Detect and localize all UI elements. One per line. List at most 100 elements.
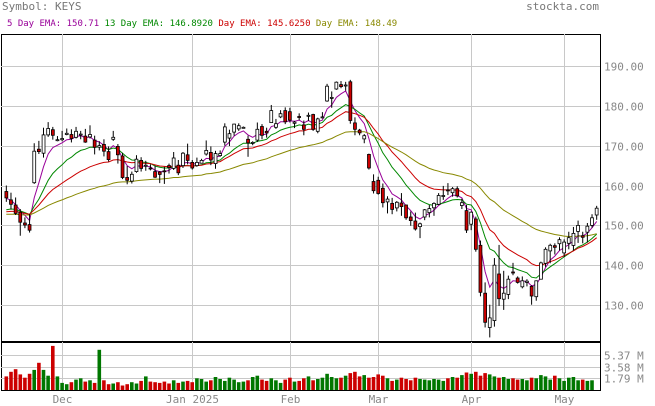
candle-body <box>311 114 316 130</box>
candle-body <box>250 141 255 144</box>
volume-bar <box>185 380 190 390</box>
candle-body <box>264 130 269 134</box>
candle-body <box>334 81 339 90</box>
candle-body <box>459 202 464 206</box>
volume-bar <box>130 382 134 390</box>
volume-bar <box>506 379 511 390</box>
volume-bar <box>325 373 329 390</box>
volume-bar <box>422 379 427 390</box>
candle-body <box>97 145 102 148</box>
candle-body <box>64 132 69 135</box>
candle-body <box>241 126 246 129</box>
price-tick-label: 140.00 <box>604 260 644 273</box>
candle-body <box>515 277 520 283</box>
candle-body <box>139 159 143 169</box>
candle-body <box>422 209 427 218</box>
volume-bar <box>367 377 371 390</box>
candle-body <box>148 167 153 170</box>
candle-body <box>576 224 580 232</box>
volume-bar <box>408 380 413 390</box>
candle-body <box>306 114 311 117</box>
legend-ema5-value: 150.71 <box>66 19 100 29</box>
volume-bar <box>283 379 287 390</box>
candle-body <box>111 136 116 140</box>
volume-bar <box>460 375 464 390</box>
candle-body <box>297 116 302 118</box>
volume-bar <box>167 383 171 390</box>
candle-body <box>394 201 399 209</box>
candle-body <box>418 223 422 228</box>
volume-bar <box>557 378 562 390</box>
volume-bar <box>316 379 320 390</box>
volume-bar <box>171 380 176 390</box>
volume-bar <box>436 379 441 390</box>
volume-bar <box>362 375 366 390</box>
volume-bar <box>116 382 120 390</box>
candle-body <box>357 129 362 134</box>
date-tick-label: Dec <box>53 393 73 406</box>
volume-bar <box>195 378 199 390</box>
candle-body <box>408 216 413 221</box>
volume-bar <box>580 379 585 390</box>
candle-body <box>278 113 283 118</box>
volume-bar <box>548 379 552 390</box>
volume-bar <box>339 377 343 390</box>
candle-body <box>218 153 222 157</box>
candle-body <box>102 143 106 152</box>
date-tick-label: Feb <box>281 393 301 406</box>
candle-body <box>301 124 306 130</box>
volume-bar <box>497 377 501 390</box>
volume-bar <box>515 379 520 390</box>
volume-bar <box>148 381 153 390</box>
volume-bar <box>246 380 250 390</box>
volume-bar <box>404 379 408 390</box>
volume-bar <box>501 377 506 390</box>
candle-body <box>269 110 274 123</box>
candle-body <box>171 157 176 169</box>
volume-bar <box>297 380 301 390</box>
candle-body <box>483 292 488 323</box>
volume-bar <box>543 376 548 390</box>
volume-bar <box>23 377 27 390</box>
volume-bar <box>102 380 106 390</box>
volume-bar <box>4 376 9 390</box>
candle-body <box>441 195 446 197</box>
volume-bar <box>474 371 478 390</box>
volume-bar <box>51 345 55 390</box>
candle-body <box>181 152 185 166</box>
volume-bar <box>418 379 422 390</box>
volume-bar <box>83 381 88 390</box>
volume-bar <box>92 382 97 390</box>
candle-body <box>562 241 567 254</box>
volume-bar <box>413 377 418 390</box>
volume-bar <box>264 380 269 390</box>
volume-bar <box>18 374 23 390</box>
candle-body <box>325 85 329 102</box>
volume-bar <box>139 380 143 390</box>
legend-ema-olive-label: Day EMA: <box>315 19 360 29</box>
volume-bar <box>427 380 432 390</box>
candle-body <box>511 271 515 274</box>
candle-body <box>287 111 292 121</box>
volume-bar <box>120 385 125 390</box>
candle-body <box>92 139 97 148</box>
candle-body <box>594 207 599 216</box>
ema-line-3 <box>6 131 597 237</box>
candle-body <box>27 224 32 231</box>
candle-body <box>46 128 51 136</box>
volume-tick-label: 5.37 M <box>604 350 644 363</box>
candle-body <box>199 159 204 164</box>
candle-body <box>492 264 497 322</box>
candle-body <box>74 130 78 138</box>
candle-body <box>487 317 492 328</box>
candle-body <box>176 164 181 174</box>
candle-body <box>162 170 167 173</box>
candle-body <box>497 273 501 300</box>
candle-body <box>385 198 390 203</box>
candle-body <box>548 244 553 252</box>
candle-body <box>501 292 506 300</box>
date-tick-label: Apr <box>462 393 482 406</box>
volume-bar <box>106 384 111 390</box>
